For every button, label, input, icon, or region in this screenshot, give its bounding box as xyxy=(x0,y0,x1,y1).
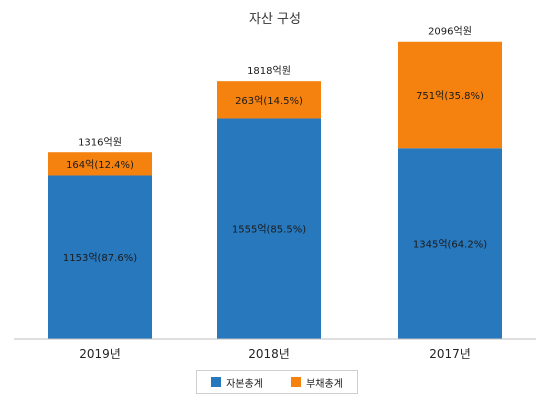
x-tick-label-0: 2019년 xyxy=(79,347,121,361)
data-label-liabilities-2: 751억(35.8%) xyxy=(416,90,484,102)
data-label-liabilities-0: 164억(12.4%) xyxy=(66,159,134,171)
x-tick-label-1: 2018년 xyxy=(248,347,290,361)
total-label-0: 1316억원 xyxy=(78,136,122,148)
legend-swatch-liabilities xyxy=(291,377,302,387)
bar-liabilities-2 xyxy=(398,41,502,149)
total-label-1: 1818억원 xyxy=(247,65,291,77)
chart-title: 자산 구성 xyxy=(249,12,301,27)
data-label-equity-2: 1345억(64.2%) xyxy=(413,239,487,251)
legend-label-liabilities: 부채총계 xyxy=(306,378,343,390)
legend-entry-equity: 자본총계 xyxy=(211,375,263,390)
bar-equity-0 xyxy=(48,175,152,339)
legend-swatch-equity xyxy=(211,377,222,387)
bar-equity-2 xyxy=(398,148,502,339)
bar-liabilities-0 xyxy=(48,152,152,176)
total-label-2: 2096억원 xyxy=(428,26,472,38)
legend: 자본총계 부채총계 xyxy=(196,370,358,394)
bar-equity-1 xyxy=(217,118,321,340)
data-label-equity-0: 1153억(87.6%) xyxy=(63,252,137,264)
data-label-liabilities-1: 263억(14.5%) xyxy=(235,95,303,107)
data-label-equity-1: 1555억(85.5%) xyxy=(232,224,306,236)
legend-label-equity: 자본총계 xyxy=(226,378,263,390)
bar-liabilities-1 xyxy=(217,81,321,119)
x-tick-label-2: 2017년 xyxy=(429,347,471,361)
legend-entry-liabilities: 부채총계 xyxy=(291,375,343,390)
